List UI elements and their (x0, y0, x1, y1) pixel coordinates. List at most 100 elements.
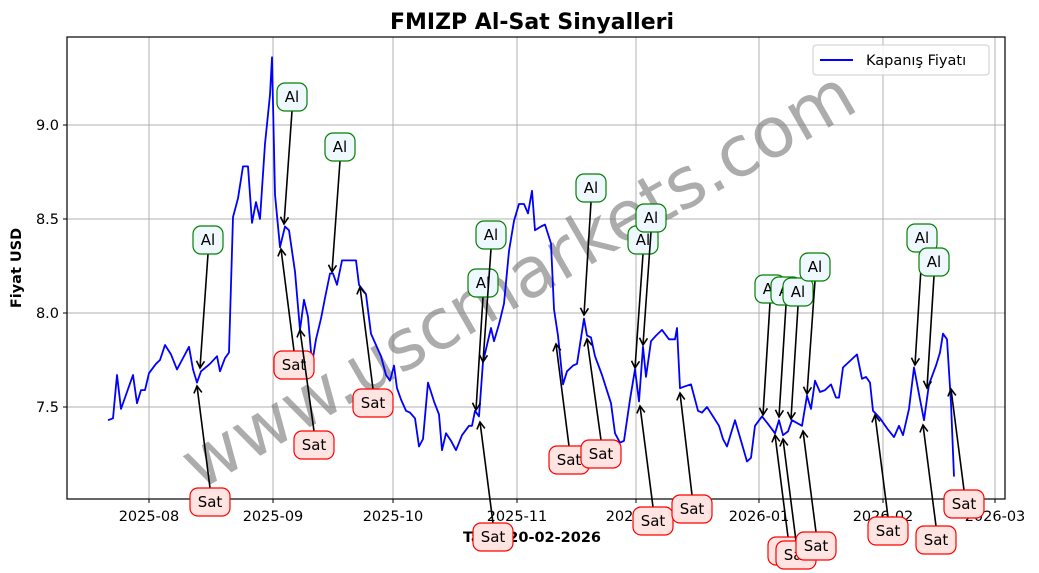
arrow-icon (193, 384, 211, 489)
sell-signal: Sat (472, 420, 514, 552)
signal-label: Sat (804, 537, 829, 555)
arrow-icon (552, 342, 570, 447)
arrow-icon (478, 248, 492, 364)
buy-label-box (467, 268, 499, 298)
arrow-icon (279, 110, 293, 226)
buy-signal: Al (467, 268, 499, 412)
arrow-icon (947, 387, 965, 491)
arrow-icon (871, 413, 889, 518)
sell-signal: Sat (580, 337, 622, 469)
arrow-icon (919, 423, 937, 527)
signal-label: Sat (924, 531, 949, 549)
buy-label-box (276, 82, 308, 112)
buy-label-box (782, 277, 814, 307)
signal-label: Sat (641, 512, 666, 530)
sell-signal: Sat (671, 391, 713, 524)
signal-label: Al (791, 283, 805, 301)
arrow-icon (786, 305, 799, 421)
signal-label: Al (285, 88, 299, 106)
plot-frame (66, 36, 1006, 500)
buy-signal: Al (324, 132, 356, 274)
arrow-icon (771, 433, 789, 538)
arrow-icon (583, 337, 602, 441)
buy-signal: Al (918, 247, 950, 390)
buy-signal: Al (276, 82, 308, 226)
arrow-icon (277, 247, 295, 352)
buy-label-box (635, 203, 667, 233)
signal-label: Sat (282, 356, 307, 374)
buy-label-box (918, 247, 950, 277)
signal-label: Al (915, 229, 929, 247)
x-tick-label: 2025-10 (363, 509, 424, 525)
signal-label: Sat (876, 522, 901, 540)
signal-label: Sat (481, 528, 506, 546)
arrow-icon (758, 302, 771, 417)
sell-label-box (293, 430, 335, 460)
sell-label-box (915, 525, 957, 555)
y-axis-ticks: 7.5 8.0 8.5 9.0 (36, 118, 67, 416)
arrow-icon (476, 420, 494, 524)
signal-label: Al (476, 274, 490, 292)
arrow-icon (630, 253, 644, 370)
arrow-icon (799, 429, 817, 533)
buy-label-box (324, 132, 356, 162)
buy-signal: Al (575, 173, 607, 317)
buy-signal: Al (635, 203, 667, 347)
signal-label: Sat (589, 445, 614, 463)
arrow-icon (356, 285, 374, 390)
signal-label: Al (201, 231, 215, 249)
signal-label: Al (808, 258, 822, 276)
signal-label: Sat (302, 436, 327, 454)
sell-label-box (632, 506, 674, 536)
buy-signal: Al (782, 277, 814, 421)
buy-label-box (799, 252, 831, 282)
buy-signal: Al (475, 220, 507, 364)
sell-signal: Sat (795, 429, 837, 561)
arrow-icon (579, 201, 592, 317)
sell-signal: Sat (867, 413, 909, 546)
sell-signal: Sat (548, 342, 590, 475)
signal-label: Al (584, 179, 598, 197)
signal-annotations: SatSatSatSatSatSatSatSatSatSatSatSatSatS… (189, 82, 985, 570)
sell-label-box (580, 439, 622, 469)
signal-label: Al (333, 138, 347, 156)
arrow-icon (779, 437, 797, 542)
buy-label-box (475, 220, 507, 250)
sell-signal: Sat (915, 423, 957, 555)
sell-label-box (867, 516, 909, 546)
y-axis-label: Fiyat USD (9, 228, 25, 308)
x-tick-label: 2026-01 (729, 509, 790, 525)
x-tick-label: 2025-08 (119, 509, 180, 525)
signal-label: Sat (198, 493, 223, 511)
sell-signal: Sat (293, 328, 335, 460)
buy-signal: Al (799, 252, 831, 396)
signal-label: Al (644, 209, 658, 227)
y-tick-label: 7.5 (36, 400, 59, 416)
sell-label-box (671, 494, 713, 524)
arrow-icon (638, 231, 652, 347)
sell-signal: Sat (943, 387, 985, 519)
sell-label-box (189, 487, 231, 517)
arrow-icon (676, 391, 693, 496)
sell-signal: Sat (189, 384, 231, 517)
chart-title: FMIZP Al-Sat Sinyalleri (390, 10, 674, 35)
signal-label: Al (636, 231, 650, 249)
sell-label-box (352, 388, 394, 418)
arrow-icon (802, 280, 816, 396)
sell-signal: Sat (632, 404, 674, 536)
arrow-icon (327, 160, 341, 274)
signal-label: Al (484, 226, 498, 244)
arrow-icon (296, 328, 315, 432)
arrow-icon (922, 275, 935, 390)
signal-label: Sat (952, 495, 977, 513)
sell-label-box (943, 489, 985, 519)
sell-signal: Sat (352, 285, 394, 418)
x-tick-label: 2025-09 (243, 509, 304, 525)
signal-label: Sat (557, 451, 582, 469)
arrow-icon (471, 296, 484, 412)
arrow-icon (774, 304, 787, 419)
buy-label-box (192, 225, 224, 255)
legend-label: Kapanış Fiyatı (866, 53, 966, 69)
sell-label-box (472, 522, 514, 552)
